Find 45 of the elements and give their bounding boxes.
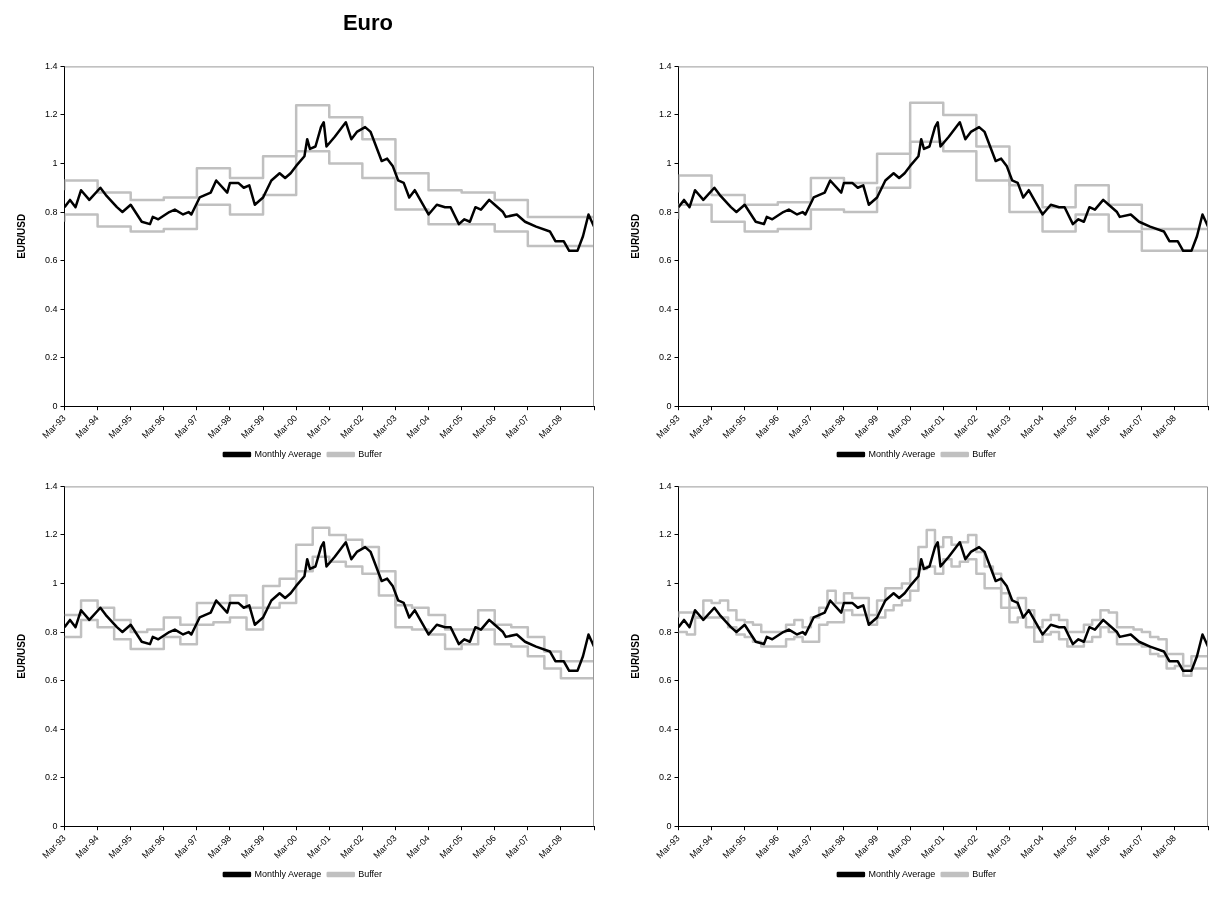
y-tick-label: 0.8 xyxy=(45,626,58,637)
y-tick-label: 0.4 xyxy=(659,723,672,734)
y-tick-label: 0.6 xyxy=(659,675,672,686)
y-axis-title: EUR/USD xyxy=(15,213,27,259)
legend-label: Buffer xyxy=(358,448,383,459)
y-tick-label: 1 xyxy=(52,577,58,588)
y-tick-label: 0.2 xyxy=(659,352,672,363)
y-tick-label: 1.4 xyxy=(45,480,58,491)
y-tick-label: 1.4 xyxy=(45,60,58,71)
y-tick-label: 1.4 xyxy=(659,60,672,71)
legend-label: Buffer xyxy=(972,868,997,879)
y-tick-label: 1 xyxy=(666,157,672,168)
y-axis-title: EUR/USD xyxy=(629,213,641,259)
legend-label: Monthly Average xyxy=(254,868,322,879)
y-tick-label: 0.6 xyxy=(45,255,58,266)
y-tick-label: 0.6 xyxy=(45,675,58,686)
legend-label: Buffer xyxy=(972,448,997,459)
y-tick-label: 0.2 xyxy=(45,772,58,783)
y-tick-label: 1 xyxy=(666,577,672,588)
y-tick-label: 0 xyxy=(52,400,58,411)
y-axis-title: EUR/USD xyxy=(15,633,27,679)
y-tick-label: 0.4 xyxy=(45,723,58,734)
y-tick-label: 0 xyxy=(666,400,672,411)
y-tick-label: 1.2 xyxy=(659,109,672,120)
legend-label: Monthly Average xyxy=(254,448,322,459)
legend-label: Buffer xyxy=(358,868,383,879)
y-tick-label: 1.2 xyxy=(659,529,672,540)
y-axis-title: EUR/USD xyxy=(629,633,641,679)
legend-label: Monthly Average xyxy=(868,868,936,879)
y-tick-label: 0.2 xyxy=(45,352,58,363)
y-tick-label: 1 xyxy=(52,157,58,168)
y-tick-label: 0.4 xyxy=(45,303,58,314)
y-tick-label: 0.2 xyxy=(659,772,672,783)
chart-title: Euro xyxy=(341,10,395,36)
y-tick-label: 0.8 xyxy=(659,626,672,637)
y-tick-label: 0.8 xyxy=(45,206,58,217)
y-tick-label: 1.2 xyxy=(45,529,58,540)
y-tick-label: 0 xyxy=(666,820,672,831)
y-tick-label: 1.4 xyxy=(659,480,672,491)
y-tick-label: 0.4 xyxy=(659,303,672,314)
y-tick-label: 1.2 xyxy=(45,109,58,120)
y-tick-label: 0 xyxy=(52,820,58,831)
y-tick-label: 0.6 xyxy=(659,255,672,266)
legend-label: Monthly Average xyxy=(868,448,936,459)
y-tick-label: 0.8 xyxy=(659,206,672,217)
